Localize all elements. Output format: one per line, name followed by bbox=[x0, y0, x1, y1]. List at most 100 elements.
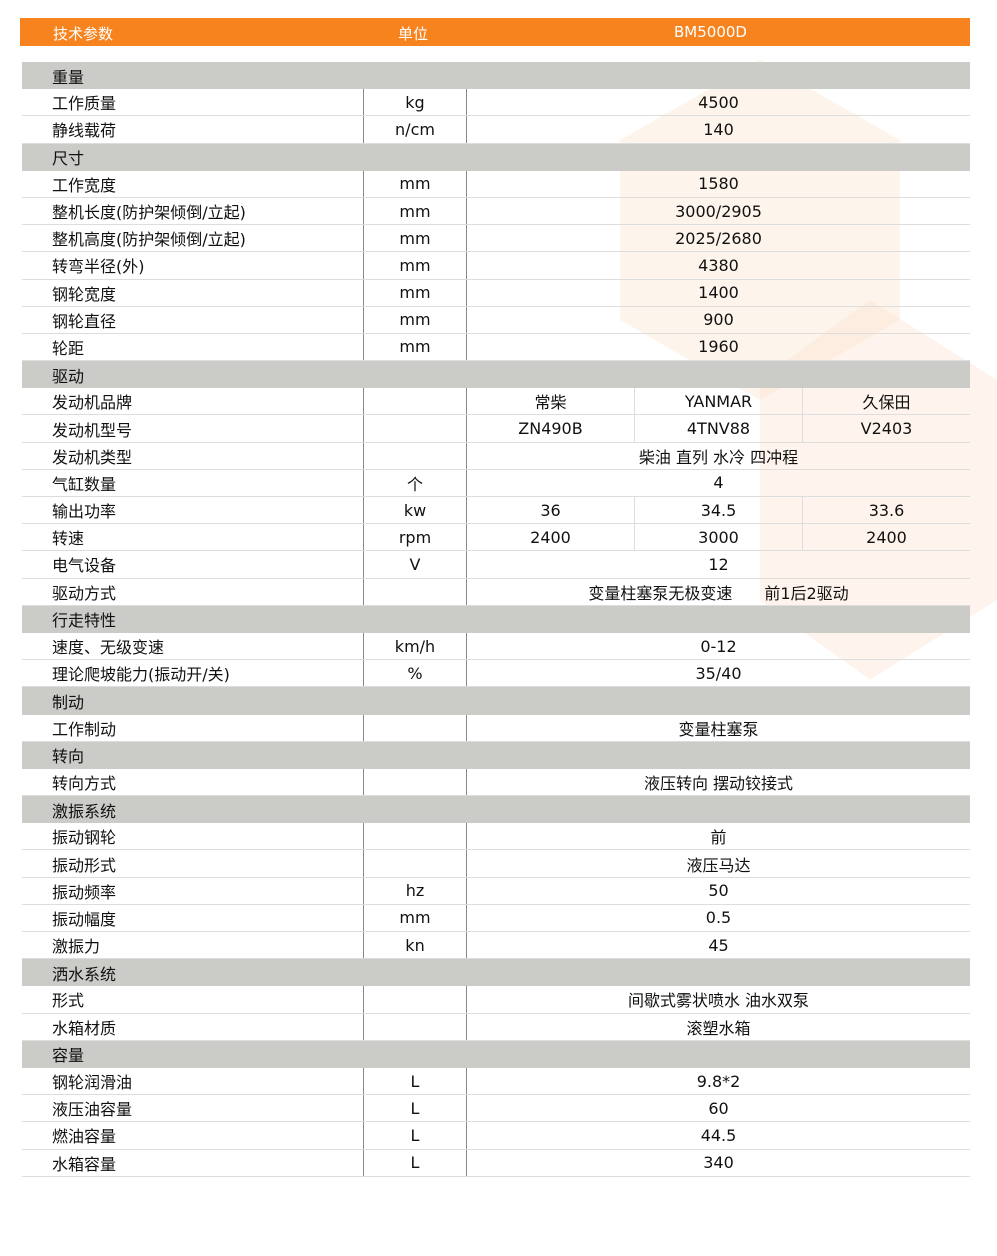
engine-variant-value: 34.5 bbox=[634, 497, 802, 524]
unit-value bbox=[363, 388, 466, 415]
section-header: 激振系统 bbox=[22, 796, 970, 824]
param-label: 振动形式 bbox=[52, 855, 117, 875]
table-row: 振动频率 hz 50 bbox=[22, 877, 970, 905]
param-label: 发动机型号 bbox=[52, 420, 133, 440]
unit-value: kw bbox=[363, 497, 466, 524]
param-value: 柴油 直列 水冷 四冲程 bbox=[466, 442, 970, 469]
param-label: 转向方式 bbox=[52, 773, 117, 793]
param-label: 振动幅度 bbox=[52, 909, 117, 929]
param-label: 振动频率 bbox=[52, 882, 117, 902]
param-value: 间歇式雾状喷水 油水双泵 bbox=[466, 986, 970, 1013]
param-value: 12 bbox=[466, 551, 970, 578]
table-row: 发动机型号 ZN490B 4TNV88 V2403 bbox=[22, 415, 970, 443]
param-label: 理论爬坡能力(振动开/关) bbox=[52, 665, 230, 685]
unit-value: hz bbox=[363, 877, 466, 904]
unit-value bbox=[363, 714, 466, 741]
section-header: 制动 bbox=[22, 687, 970, 715]
param-label: 驱动方式 bbox=[52, 583, 117, 603]
param-value: 1400 bbox=[466, 279, 970, 306]
unit-value: mm bbox=[363, 197, 466, 225]
table-row: 电气设备 V 12 bbox=[22, 551, 970, 579]
unit-value: % bbox=[363, 660, 466, 687]
param-label: 气缸数量 bbox=[52, 474, 117, 494]
param-value: 0.5 bbox=[466, 904, 970, 931]
unit-value: n/cm bbox=[363, 116, 466, 143]
param-label: 钢轮直径 bbox=[52, 311, 117, 331]
section-title: 制动 bbox=[52, 692, 85, 712]
param-label: 转弯半径(外) bbox=[52, 257, 145, 277]
param-value: 变量柱塞泵无极变速 前1后2驱动 bbox=[466, 578, 970, 605]
unit-value: mm bbox=[363, 252, 466, 279]
param-label: 工作质量 bbox=[52, 94, 117, 114]
param-label: 速度、无级变速 bbox=[52, 638, 165, 658]
param-label: 发动机类型 bbox=[52, 447, 133, 467]
engine-variant-value: 33.6 bbox=[802, 497, 970, 524]
section-header: 行走特性 bbox=[22, 605, 970, 633]
unit-value: rpm bbox=[363, 524, 466, 551]
param-value: 900 bbox=[466, 306, 970, 333]
engine-variant-value: V2403 bbox=[802, 415, 970, 442]
unit-value: mm bbox=[363, 279, 466, 306]
table-row: 振动形式 液压马达 bbox=[22, 850, 970, 878]
unit-value: mm bbox=[363, 904, 466, 931]
unit-value: L bbox=[363, 1122, 466, 1149]
unit-value: mm bbox=[363, 306, 466, 333]
param-label: 整机长度(防护架倾倒/立起) bbox=[52, 203, 246, 223]
table-row: 水箱容量 L 340 bbox=[22, 1149, 970, 1177]
table-row: 形式 间歇式雾状喷水 油水双泵 bbox=[22, 986, 970, 1014]
table-row: 转向方式 液压转向 摆动铰接式 bbox=[22, 768, 970, 797]
unit-value: mm bbox=[363, 170, 466, 197]
table-row: 气缸数量 个 4 bbox=[22, 469, 970, 497]
table-row: 驱动方式 变量柱塞泵无极变速 前1后2驱动 bbox=[22, 578, 970, 606]
table-row: 速度、无级变速 km/h 0-12 bbox=[22, 632, 970, 661]
section-title: 容量 bbox=[52, 1046, 85, 1066]
param-value: 0-12 bbox=[466, 632, 970, 660]
param-value: 4 bbox=[466, 469, 970, 496]
unit-value: kg bbox=[363, 89, 466, 116]
unit-value: kn bbox=[363, 932, 466, 959]
param-label: 水箱容量 bbox=[52, 1154, 117, 1174]
section-title: 洒水系统 bbox=[52, 964, 117, 984]
table-row: 激振力 kn 45 bbox=[22, 932, 970, 960]
param-value: 1960 bbox=[466, 333, 970, 361]
table-row: 振动幅度 mm 0.5 bbox=[22, 904, 970, 932]
unit-value bbox=[363, 823, 466, 850]
engine-variant-value: 久保田 bbox=[802, 388, 970, 415]
table-row: 液压油容量 L 60 bbox=[22, 1095, 970, 1123]
engine-variant-value: 2400 bbox=[802, 524, 970, 551]
table-row: 钢轮宽度 mm 1400 bbox=[22, 279, 970, 307]
param-value: 液压转向 摆动铰接式 bbox=[466, 768, 970, 796]
table-row: 工作质量 kg 4500 bbox=[22, 89, 970, 117]
param-value: 44.5 bbox=[466, 1122, 970, 1149]
param-value: 60 bbox=[466, 1095, 970, 1122]
param-label: 整机高度(防护架倾倒/立起) bbox=[52, 230, 246, 250]
param-label: 燃油容量 bbox=[52, 1127, 117, 1147]
engine-variant-value: 常柴 bbox=[466, 388, 634, 415]
unit-value bbox=[363, 850, 466, 877]
table-row: 转速 rpm 2400 3000 2400 bbox=[22, 524, 970, 552]
param-label: 输出功率 bbox=[52, 502, 117, 522]
param-value: 50 bbox=[466, 877, 970, 904]
unit-value bbox=[363, 768, 466, 796]
param-label: 液压油容量 bbox=[52, 1100, 133, 1120]
section-header: 转向 bbox=[22, 741, 970, 769]
section-header: 容量 bbox=[22, 1040, 970, 1068]
engine-variant-value: YANMAR bbox=[634, 388, 802, 415]
section-header: 驱动 bbox=[22, 361, 970, 389]
table-row: 发动机类型 柴油 直列 水冷 四冲程 bbox=[22, 442, 970, 470]
header-model: BM5000D bbox=[674, 23, 747, 41]
table-row: 发动机品牌 常柴 YANMAR 久保田 bbox=[22, 388, 970, 416]
section-header: 重量 bbox=[22, 62, 970, 90]
param-value: 1580 bbox=[466, 170, 970, 197]
param-value: 滚塑水箱 bbox=[466, 1013, 970, 1040]
unit-value: L bbox=[363, 1149, 466, 1176]
table-row: 燃油容量 L 44.5 bbox=[22, 1122, 970, 1150]
param-value: 35/40 bbox=[466, 660, 970, 687]
table-row: 整机高度(防护架倾倒/立起) mm 2025/2680 bbox=[22, 225, 970, 253]
param-value: 140 bbox=[466, 116, 970, 143]
unit-value: mm bbox=[363, 225, 466, 252]
param-value: 4380 bbox=[466, 252, 970, 279]
header-param: 技术参数 bbox=[53, 25, 114, 43]
section-title: 激振系统 bbox=[52, 801, 117, 821]
unit-value: mm bbox=[363, 333, 466, 361]
